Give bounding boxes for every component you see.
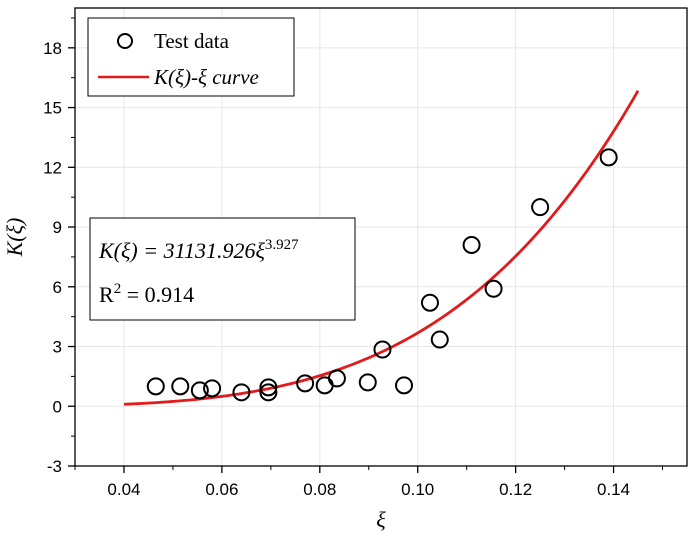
y-tick-label: 0 [53,397,62,416]
x-tick-label: 0.04 [107,480,140,499]
x-tick-label: 0.14 [597,480,630,499]
r-squared-symbol: R [99,282,114,307]
data-point [373,340,392,359]
y-tick-label: 9 [53,218,62,237]
equation-exponent: 3.927 [265,237,299,253]
data-point [531,198,550,217]
x-axis-label: ξ [376,507,386,532]
x-tick-label: 0.06 [205,480,238,499]
plot-frame [74,7,688,467]
data-points-layer [146,148,618,402]
data-point [190,381,209,400]
fit-curve-layer [123,90,640,406]
y-tick-label: 6 [53,278,62,297]
x-tick-label: 0.10 [401,480,434,499]
legend-label-fit-curve: K(ξ)-ξ curve [153,65,259,89]
legend-label-test-data: Test data [154,29,230,53]
y-tick-label: 15 [43,99,62,118]
data-point [420,293,439,312]
x-axis-ticks: 0.04 0.06 0.08 0.10 0.12 0.14 [74,466,664,499]
y-axis-label: K(ξ) [2,218,27,258]
equation-text: K(ξ) = 31131.926ξ3.927 [98,237,299,263]
data-point [203,379,222,398]
r-squared-text: R2 = 0.914 [99,281,194,307]
data-point [430,330,449,349]
legend-box [87,17,295,97]
r-squared-superscript: 2 [114,281,122,297]
x-tick-label: 0.12 [499,480,532,499]
data-point [315,376,334,395]
data-point [395,376,414,395]
data-point [327,369,346,388]
data-point [259,383,278,402]
data-point [146,377,165,396]
data-point [259,378,278,397]
data-point [358,373,377,392]
data-point [171,377,190,396]
equation-box-frame [89,217,356,321]
legend-marker-test-data [117,33,133,49]
y-axis-ticks: -3 0 3 6 9 12 15 18 [43,17,75,476]
equation-box: K(ξ) = 31131.926ξ3.927 R2 = 0.914 [89,217,356,321]
legend: Test data K(ξ)-ξ curve [87,17,295,97]
r-squared-value: = 0.914 [121,282,194,307]
y-tick-label: 12 [43,158,62,177]
fit-curve [123,90,640,406]
x-tick-label: 0.08 [303,480,336,499]
data-point [599,148,618,167]
data-point [232,383,251,402]
data-point [462,235,481,254]
y-tick-label: 18 [43,39,62,58]
y-tick-label: -3 [47,457,62,476]
y-tick-label: 3 [53,338,62,357]
data-point [296,374,315,393]
equation-main: K(ξ) = 31131.926ξ [98,238,265,263]
data-point [484,279,503,298]
